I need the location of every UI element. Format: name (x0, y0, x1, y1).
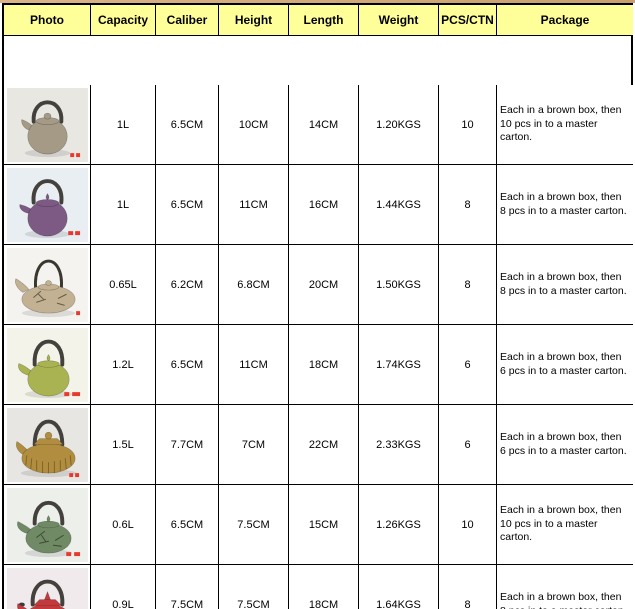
product-photo (4, 405, 91, 485)
column-header-capacity: Capacity (91, 5, 156, 36)
column-header-caliber: Caliber (156, 5, 219, 36)
product-photo (4, 165, 91, 245)
caliber-value: 7.7CM (156, 405, 219, 485)
photo-watermark (63, 391, 69, 396)
package-description: Each in a brown box, then 10 pcs in to a… (497, 85, 633, 165)
product-photo (4, 85, 91, 165)
capacity-value: 1.5L (91, 405, 156, 485)
photo-watermark (65, 551, 71, 556)
capacity-value: 0.6L (91, 485, 156, 565)
height-value: 7.5CM (219, 565, 289, 609)
length-value: 18CM (289, 325, 359, 405)
pcs-ctn-value: 6 (439, 325, 497, 405)
photo-watermark (75, 152, 80, 157)
pcs-ctn-value: 10 (439, 85, 497, 165)
photo-watermark (73, 551, 80, 556)
column-header-photo: Photo (4, 5, 91, 36)
pcs-ctn-value: 8 (439, 165, 497, 245)
capacity-value: 1L (91, 165, 156, 245)
photo-watermark (69, 152, 74, 157)
package-description: Each in a brown box, then 6 pcs in to a … (497, 325, 633, 405)
weight-value: 2.33KGS (359, 405, 439, 485)
weight-value: 1.50KGS (359, 245, 439, 325)
teapot-photo-purple (6, 167, 88, 242)
weight-value: 1.74KGS (359, 325, 439, 405)
caliber-value: 6.5CM (156, 165, 219, 245)
package-description: Each in a brown box, then 10 pcs in to a… (497, 485, 633, 565)
pcs-ctn-value: 10 (439, 485, 497, 565)
package-description: Each in a brown box, then 6 pcs in to a … (497, 405, 633, 485)
package-description: Each in a brown box, then 8 pcs in to a … (497, 565, 633, 609)
pcs-ctn-value: 8 (439, 565, 497, 609)
product-spec-table: Photo Capacity Caliber Height Length Wei… (2, 3, 633, 609)
length-value: 14CM (289, 85, 359, 165)
height-value: 7.5CM (219, 485, 289, 565)
height-value: 10CM (219, 85, 289, 165)
column-header-pcs-ctn: PCS/CTN (439, 5, 497, 36)
capacity-value: 1.2L (91, 325, 156, 405)
teapot-photo-sage-bamboo (6, 487, 88, 562)
length-value: 18CM (289, 565, 359, 609)
package-description: Each in a brown box, then 8 pcs in to a … (497, 165, 633, 245)
photo-watermark (75, 310, 80, 315)
product-photo (4, 245, 91, 325)
pcs-ctn-value: 6 (439, 405, 497, 485)
height-value: 11CM (219, 325, 289, 405)
caliber-value: 6.2CM (156, 245, 219, 325)
length-value: 20CM (289, 245, 359, 325)
capacity-value: 0.9L (91, 565, 156, 609)
column-header-package: Package (497, 5, 633, 36)
teapot-photo-green (6, 327, 88, 402)
weight-value: 1.64KGS (359, 565, 439, 609)
pcs-ctn-value: 8 (439, 245, 497, 325)
photo-watermark (71, 391, 80, 396)
column-header-length: Length (289, 5, 359, 36)
length-value: 15CM (289, 485, 359, 565)
product-photo (4, 565, 91, 609)
length-value: 22CM (289, 405, 359, 485)
teapot-photo-tan (6, 87, 88, 162)
height-value: 7CM (219, 405, 289, 485)
caliber-value: 7.5CM (156, 565, 219, 609)
caliber-value: 6.5CM (156, 85, 219, 165)
teapot-photo-beige-bamboo (6, 247, 88, 322)
photo-watermark (74, 230, 80, 235)
column-header-weight: Weight (359, 5, 439, 36)
scan-edge-artifact (0, 0, 635, 3)
product-photo (4, 325, 91, 405)
teapot-photo-red-scales (6, 567, 88, 609)
height-value: 11CM (219, 165, 289, 245)
capacity-value: 1L (91, 85, 156, 165)
photo-watermark (67, 230, 73, 235)
photo-watermark (68, 472, 73, 477)
height-value: 6.8CM (219, 245, 289, 325)
capacity-value: 0.65L (91, 245, 156, 325)
caliber-value: 6.5CM (156, 485, 219, 565)
teapot-photo-gold-ribbed (6, 407, 88, 482)
photo-watermark (74, 472, 79, 477)
length-value: 16CM (289, 165, 359, 245)
column-header-height: Height (219, 5, 289, 36)
weight-value: 1.26KGS (359, 485, 439, 565)
product-photo (4, 485, 91, 565)
weight-value: 1.20KGS (359, 85, 439, 165)
caliber-value: 6.5CM (156, 325, 219, 405)
package-description: Each in a brown box, then 8 pcs in to a … (497, 245, 633, 325)
weight-value: 1.44KGS (359, 165, 439, 245)
